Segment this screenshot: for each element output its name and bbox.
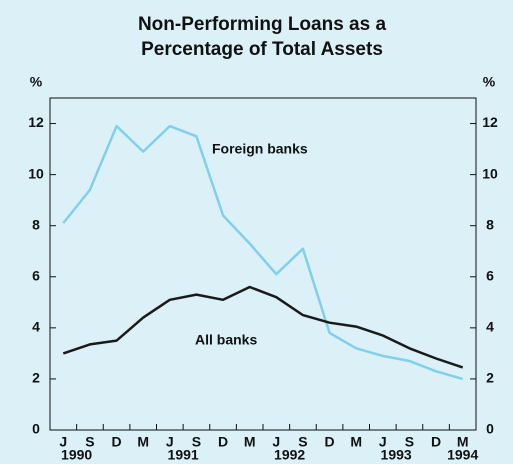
y2-tick-label: 4 <box>486 319 494 335</box>
chart-title: Percentage of Total Assets <box>141 39 383 60</box>
series-label: All banks <box>195 332 257 348</box>
chart-title: Non-Performing Loans as a <box>138 14 387 35</box>
y-tick-label: 4 <box>32 319 40 335</box>
x-tick-label: M <box>457 434 469 450</box>
line-series <box>62 124 464 381</box>
x-tick-label: D <box>325 434 335 450</box>
x-tick-label: J <box>59 434 67 450</box>
x-year-label: 1991 <box>168 447 199 463</box>
x-tick-label: S <box>298 434 307 450</box>
y2-axis-label: % <box>483 74 496 90</box>
y2-tick-label: 2 <box>486 370 494 386</box>
x-tick-label: M <box>244 434 256 450</box>
x-tick-label: J <box>272 434 280 450</box>
x-year-label: 1994 <box>447 447 478 463</box>
x-year-label: 1990 <box>61 447 92 463</box>
x-year-label: 1993 <box>381 447 412 463</box>
y2-tick-label: 12 <box>482 114 498 130</box>
y-tick-label: 8 <box>32 216 40 232</box>
y2-tick-label: 10 <box>482 165 498 181</box>
x-year-label: 1992 <box>274 447 305 463</box>
x-tick-label: S <box>192 434 201 450</box>
x-tick-label: J <box>379 434 387 450</box>
x-tick-label: S <box>405 434 414 450</box>
y2-tick-label: 6 <box>486 267 494 283</box>
x-tick-label: D <box>112 434 122 450</box>
y-axis-label: % <box>30 74 43 90</box>
y2-tick-label: 8 <box>486 216 494 232</box>
x-tick-label: D <box>218 434 228 450</box>
x-tick-label: M <box>137 434 149 450</box>
y-tick-label: 2 <box>32 370 40 386</box>
x-tick-label: M <box>350 434 362 450</box>
y-tick-label: 10 <box>28 165 44 181</box>
x-tick-label: S <box>85 434 94 450</box>
y-tick-label: 12 <box>28 114 44 130</box>
x-tick-label: J <box>166 434 174 450</box>
y2-tick-label: 0 <box>486 421 494 437</box>
x-tick-label: D <box>431 434 441 450</box>
y-tick-label: 6 <box>32 267 40 283</box>
line-series <box>62 285 464 369</box>
series-label: Foreign banks <box>212 141 308 157</box>
y-tick-label: 0 <box>32 421 40 437</box>
